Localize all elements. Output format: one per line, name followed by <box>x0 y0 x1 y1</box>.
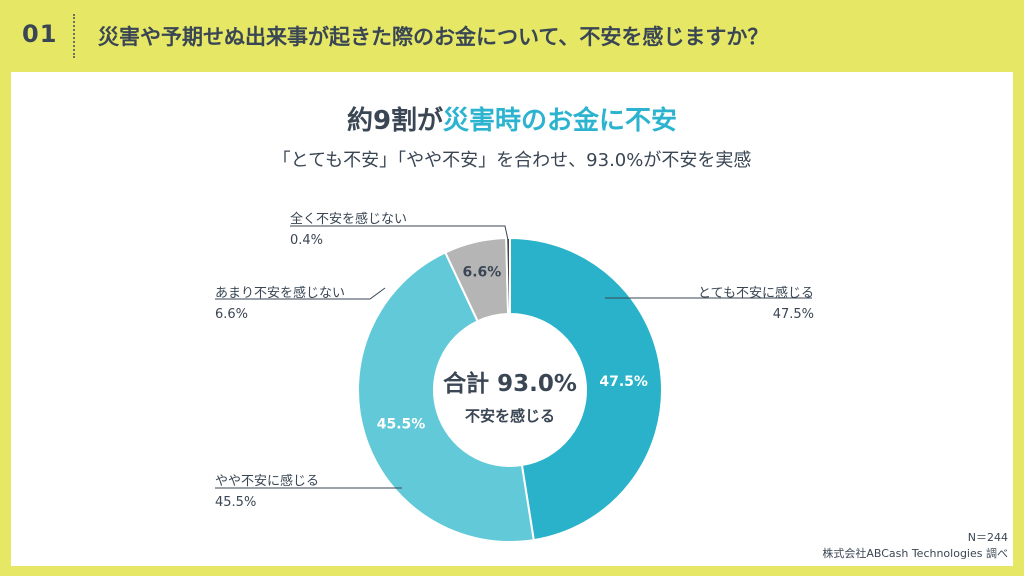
center-caption: 不安を感じる <box>464 407 555 425</box>
legend-label-somewhat-anxious: やや不安に感じる 45.5% <box>215 470 319 510</box>
legend-label-very-anxious: とても不安に感じる 47.5% <box>698 282 814 322</box>
slice-label-somewhat-anxious: 45.5% <box>377 417 426 433</box>
question-number: 01 <box>22 20 58 48</box>
question-title: 災害や予期せぬ出来事が起きた際のお金について、不安を感じますか？ <box>98 25 769 49</box>
slice-label-very-anxious: 47.5% <box>599 374 648 390</box>
category-value-2: 6.6% <box>215 307 249 322</box>
leader-line-not-very-anxious <box>215 287 386 300</box>
category-value-1: 45.5% <box>215 495 257 510</box>
category-label-3: 全く不安を感じない <box>290 212 408 227</box>
headline-highlight: 災害時のお金に不安 <box>443 106 678 136</box>
source-credit: 株式会社ABCash Technologies 調べ <box>822 547 1008 560</box>
leader-line-not-anxious-at-all <box>290 225 509 241</box>
slice-label-not-very-anxious: 6.6% <box>462 264 501 280</box>
footer: N＝244 株式会社ABCash Technologies 調べ <box>822 530 1008 562</box>
sample-size: N＝244 <box>967 531 1008 544</box>
category-value-3: 0.4% <box>290 233 324 248</box>
headline-prefix: 約9割が <box>346 106 444 136</box>
subheadline: 「とても不安」「やや不安」を合わせ、93.0%が不安を実感 <box>272 150 752 171</box>
legend-label-not-very-anxious: あまり不安を感じない 6.6% <box>215 282 345 322</box>
category-label-2: あまり不安を感じない <box>215 286 346 301</box>
category-value-0: 47.5% <box>772 307 814 322</box>
question-header: 01 災害や予期せぬ出来事が起きた際のお金について、不安を感じますか？ <box>0 0 1024 72</box>
donut-hole <box>434 314 586 466</box>
legend-label-not-anxious-at-all: 全く不安を感じない 0.4% <box>290 208 407 248</box>
headline: 約9割が災害時のお金に不安 <box>0 100 1024 137</box>
center-total: 合計 93.0% <box>443 371 577 397</box>
category-label-1: やや不安に感じる <box>215 474 320 489</box>
category-label-0: とても不安に感じる <box>698 286 814 301</box>
header-divider <box>73 14 75 58</box>
